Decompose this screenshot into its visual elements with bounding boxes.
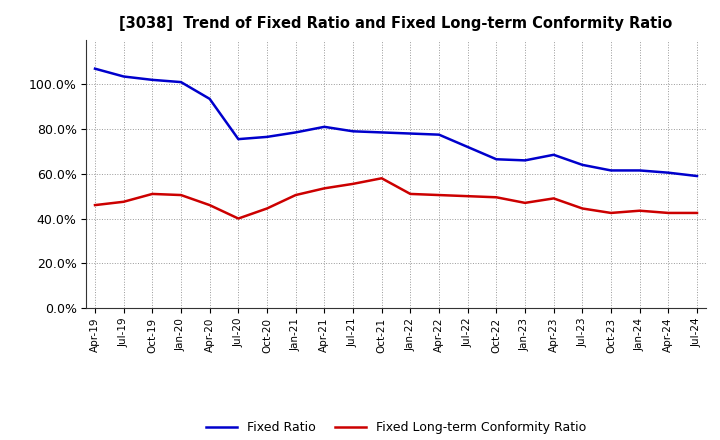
Fixed Ratio	[521, 158, 529, 163]
Fixed Long-term Conformity Ratio	[148, 191, 157, 197]
Legend: Fixed Ratio, Fixed Long-term Conformity Ratio: Fixed Ratio, Fixed Long-term Conformity …	[201, 416, 591, 439]
Fixed Long-term Conformity Ratio	[205, 202, 214, 208]
Fixed Long-term Conformity Ratio	[664, 210, 672, 216]
Title: [3038]  Trend of Fixed Ratio and Fixed Long-term Conformity Ratio: [3038] Trend of Fixed Ratio and Fixed Lo…	[120, 16, 672, 32]
Fixed Long-term Conformity Ratio	[578, 206, 587, 211]
Fixed Long-term Conformity Ratio	[91, 202, 99, 208]
Fixed Ratio	[348, 128, 357, 134]
Fixed Ratio	[549, 152, 558, 158]
Fixed Long-term Conformity Ratio	[549, 196, 558, 201]
Fixed Long-term Conformity Ratio	[492, 194, 500, 200]
Fixed Long-term Conformity Ratio	[377, 176, 386, 181]
Fixed Long-term Conformity Ratio	[607, 210, 616, 216]
Fixed Ratio	[205, 96, 214, 102]
Fixed Long-term Conformity Ratio	[120, 199, 128, 205]
Fixed Ratio	[607, 168, 616, 173]
Fixed Ratio	[406, 131, 415, 136]
Fixed Ratio	[635, 168, 644, 173]
Fixed Ratio	[578, 162, 587, 168]
Fixed Ratio	[435, 132, 444, 137]
Fixed Ratio	[292, 130, 300, 135]
Fixed Ratio	[664, 170, 672, 175]
Fixed Long-term Conformity Ratio	[263, 206, 271, 211]
Fixed Ratio	[91, 66, 99, 71]
Fixed Long-term Conformity Ratio	[320, 186, 328, 191]
Line: Fixed Ratio: Fixed Ratio	[95, 69, 697, 176]
Fixed Ratio	[492, 157, 500, 162]
Fixed Ratio	[377, 130, 386, 135]
Fixed Long-term Conformity Ratio	[693, 210, 701, 216]
Fixed Long-term Conformity Ratio	[464, 194, 472, 199]
Fixed Long-term Conformity Ratio	[435, 192, 444, 198]
Fixed Long-term Conformity Ratio	[176, 192, 185, 198]
Line: Fixed Long-term Conformity Ratio: Fixed Long-term Conformity Ratio	[95, 178, 697, 219]
Fixed Ratio	[234, 136, 243, 142]
Fixed Long-term Conformity Ratio	[406, 191, 415, 197]
Fixed Long-term Conformity Ratio	[348, 181, 357, 187]
Fixed Long-term Conformity Ratio	[292, 192, 300, 198]
Fixed Ratio	[176, 80, 185, 85]
Fixed Long-term Conformity Ratio	[234, 216, 243, 221]
Fixed Ratio	[320, 124, 328, 129]
Fixed Long-term Conformity Ratio	[521, 200, 529, 205]
Fixed Ratio	[148, 77, 157, 82]
Fixed Ratio	[464, 144, 472, 150]
Fixed Long-term Conformity Ratio	[635, 208, 644, 213]
Fixed Ratio	[263, 134, 271, 139]
Fixed Ratio	[693, 173, 701, 179]
Fixed Ratio	[120, 74, 128, 79]
